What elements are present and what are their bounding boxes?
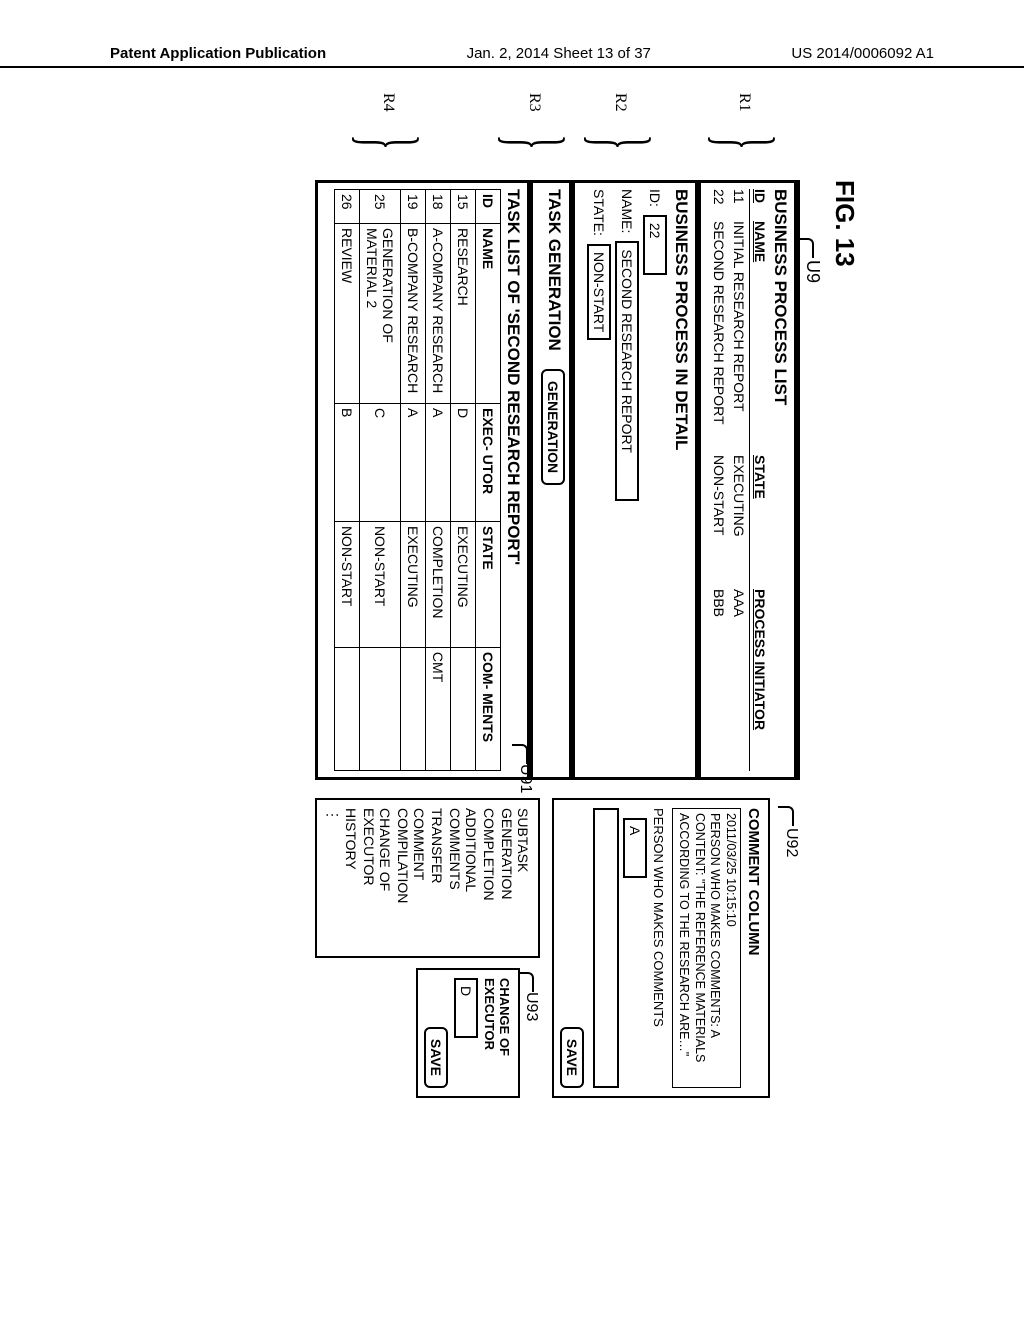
menu-item[interactable]: ADDITIONAL COMMENTS (447, 808, 481, 948)
table-row[interactable]: 11 INITIAL RESEARCH REPORT EXECUTING AAA (729, 189, 749, 771)
comment-entry: 2011/03/25 10:15:10 PERSON WHO MAKES COM… (673, 808, 742, 1088)
comment-col-title: COMMENT COLUMN (745, 808, 762, 1088)
menu-item[interactable]: COMPLETION (481, 808, 499, 948)
r2-section: BUSINESS PROCESS IN DETAIL ID: 22 NAME: … (572, 183, 698, 777)
r2-title: BUSINESS PROCESS IN DETAIL (671, 189, 691, 771)
save-button[interactable]: SAVE (425, 1027, 449, 1088)
r1-title: BUSINESS PROCESS LIST (770, 189, 790, 771)
u91-label: U91 (517, 764, 535, 793)
pub-type: Patent Application Publication (110, 45, 326, 62)
change-executor-box: CHANGE OF EXECUTOR D SAVE (417, 968, 521, 1098)
r3-title: TASK GENERATION (544, 189, 564, 351)
r2-id-label: ID: (647, 189, 663, 207)
comment-content: CONTENT: "THE REFERENCE MATERIALS ACCORD… (676, 813, 707, 1083)
menu-item[interactable]: HISTORY (343, 808, 361, 948)
u93-label: U93 (523, 992, 541, 1098)
pub-number: US 2014/0006092 A1 (791, 45, 934, 62)
r3-section: TASK GENERATION GENERATION (530, 183, 572, 777)
comment-datetime: 2011/03/25 10:15:10 (722, 813, 738, 1083)
menu-box: SUBTASK GENERATION COMPLETION ADDITIONAL… (316, 798, 541, 958)
brace-r3: R3 (525, 93, 543, 112)
r1-col-name: NAME (752, 221, 768, 451)
menu-item: ⋮ (324, 808, 343, 948)
comment-person-input[interactable]: A (624, 818, 648, 878)
page-header: Patent Application Publication Jan. 2, 2… (0, 45, 1024, 68)
main-panel: R1} R2} R3} R4} BUSINESS PROCESS LIST ID… (316, 180, 801, 780)
brace-r4: R4 (379, 93, 397, 112)
save-button[interactable]: SAVE (561, 1027, 585, 1088)
r2-state-label: STATE: (591, 189, 607, 236)
r4-col-name: NAME (476, 224, 501, 404)
comment-new-person-label: PERSON WHO MAKES COMMENTS (652, 808, 667, 1088)
r4-title: TASK LIST OF 'SECOND RESEARCH REPORT' (503, 189, 523, 771)
generation-button[interactable]: GENERATION (541, 369, 565, 485)
side-panel: U92 COMMENT COLUMN 2011/03/25 10:15:10 P… (316, 798, 801, 1098)
brace-r2: R2 (611, 93, 629, 112)
r1-section: BUSINESS PROCESS LIST ID NAME STATE PROC… (698, 183, 797, 777)
menu-item[interactable]: CHANGE OF EXECUTOR (361, 808, 395, 948)
comment-person: PERSON WHO MAKES COMMENTS: A (707, 813, 723, 1083)
brace-r1: R1 (735, 93, 753, 112)
u9-label: U9 (802, 260, 823, 1160)
u92-label: U92 (782, 828, 800, 1098)
r1-col-id: ID (752, 189, 768, 217)
table-row[interactable]: 22 SECOND RESEARCH REPORT NON-START BBB (709, 189, 729, 771)
table-row[interactable]: 19B-COMPANY RESEARCHAEXECUTING (401, 190, 426, 771)
figure-rotator: FIG. 13 U9 R1} R2} R3} R4} BUSINESS PROC… (160, 180, 860, 1160)
r2-name-label: NAME: (619, 189, 635, 233)
r2-id-input[interactable]: 22 (643, 215, 667, 275)
table-row[interactable]: 25GENERATION OF MATERIAL 2CNON-START (360, 190, 401, 771)
figure-label: FIG. 13 (829, 180, 860, 1160)
menu-item[interactable]: SUBTASK GENERATION (499, 808, 533, 948)
change-exec-input[interactable]: D (455, 978, 479, 1038)
table-row[interactable]: 18A-COMPANY RESEARCHACOMPLETIONCMT (426, 190, 451, 771)
change-exec-title: CHANGE OF EXECUTOR (483, 978, 513, 1088)
r4-section: TASK LIST OF 'SECOND RESEARCH REPORT' ID… (326, 183, 530, 777)
r1-col-state: STATE (752, 455, 768, 585)
comment-text-input[interactable] (594, 808, 620, 1088)
r2-state-input[interactable]: NON-START (587, 244, 611, 340)
r1-col-initiator: PROCESS INITIATOR (752, 589, 768, 771)
r2-name-input[interactable]: SECOND RESEARCH REPORT (615, 241, 639, 501)
r4-table: ID NAME EXEC- UTOR STATE COM- MENTS 15RE… (334, 189, 501, 771)
table-row[interactable]: 15RESEARCHDEXECUTING (451, 190, 476, 771)
menu-item[interactable]: COMMENT COMPILATION (395, 808, 429, 948)
r4-col-cmt: COM- MENTS (476, 647, 501, 770)
r4-col-exec: EXEC- UTOR (476, 404, 501, 522)
figure-stage: FIG. 13 U9 R1} R2} R3} R4} BUSINESS PROC… (160, 180, 860, 1160)
comment-column-box: COMMENT COLUMN 2011/03/25 10:15:10 PERSO… (553, 798, 771, 1098)
sheet-info: Jan. 2, 2014 Sheet 13 of 37 (467, 45, 651, 62)
r4-col-id: ID (476, 190, 501, 224)
r4-col-state: STATE (476, 521, 501, 647)
table-row[interactable]: 26REVIEWBNON-START (335, 190, 360, 771)
menu-item[interactable]: TRANSFER (429, 808, 447, 948)
